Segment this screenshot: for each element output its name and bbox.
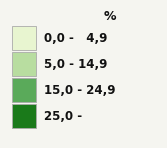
Text: 25,0 -: 25,0 - — [44, 110, 82, 123]
Text: 15,0 - 24,9: 15,0 - 24,9 — [44, 83, 116, 96]
Bar — [12, 26, 36, 50]
Bar — [12, 78, 36, 102]
Text: %: % — [104, 10, 116, 23]
Text: 5,0 - 14,9: 5,0 - 14,9 — [44, 58, 107, 70]
Bar — [12, 104, 36, 128]
Text: 0,0 -   4,9: 0,0 - 4,9 — [44, 32, 107, 45]
Bar — [12, 52, 36, 76]
